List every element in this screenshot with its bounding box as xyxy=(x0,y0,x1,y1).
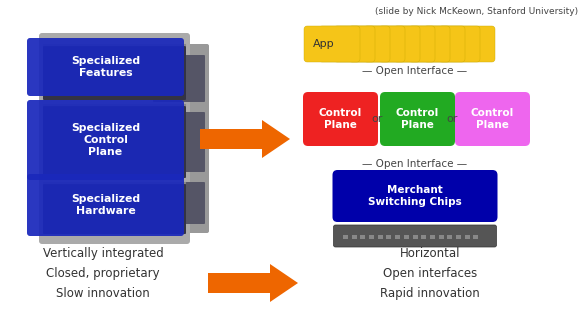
FancyBboxPatch shape xyxy=(364,26,420,62)
Text: or: or xyxy=(446,114,457,124)
FancyBboxPatch shape xyxy=(473,235,479,239)
FancyBboxPatch shape xyxy=(439,235,443,239)
FancyBboxPatch shape xyxy=(319,26,375,62)
FancyBboxPatch shape xyxy=(409,26,465,62)
Text: — Open Interface —: — Open Interface — xyxy=(363,159,467,169)
Text: — Open Interface —: — Open Interface — xyxy=(363,66,467,76)
FancyBboxPatch shape xyxy=(430,235,435,239)
FancyBboxPatch shape xyxy=(153,112,205,172)
FancyBboxPatch shape xyxy=(343,235,348,239)
FancyBboxPatch shape xyxy=(360,235,366,239)
FancyBboxPatch shape xyxy=(150,44,209,233)
FancyBboxPatch shape xyxy=(334,26,390,62)
FancyBboxPatch shape xyxy=(369,235,374,239)
FancyBboxPatch shape xyxy=(395,235,400,239)
FancyBboxPatch shape xyxy=(349,26,405,62)
FancyBboxPatch shape xyxy=(43,106,186,178)
FancyBboxPatch shape xyxy=(380,92,455,146)
FancyBboxPatch shape xyxy=(378,235,383,239)
FancyBboxPatch shape xyxy=(43,184,186,234)
FancyBboxPatch shape xyxy=(303,92,378,146)
FancyBboxPatch shape xyxy=(404,235,409,239)
Text: (slide by Nick McKeown, Stanford University): (slide by Nick McKeown, Stanford Univers… xyxy=(375,7,578,16)
FancyBboxPatch shape xyxy=(394,26,450,62)
FancyBboxPatch shape xyxy=(387,235,391,239)
FancyBboxPatch shape xyxy=(153,55,205,102)
FancyBboxPatch shape xyxy=(439,26,495,62)
FancyArrow shape xyxy=(200,120,290,158)
FancyBboxPatch shape xyxy=(352,235,357,239)
FancyBboxPatch shape xyxy=(412,235,418,239)
Text: or: or xyxy=(371,114,383,124)
FancyBboxPatch shape xyxy=(27,38,184,96)
FancyArrow shape xyxy=(208,264,298,302)
FancyBboxPatch shape xyxy=(424,26,480,62)
FancyBboxPatch shape xyxy=(456,235,461,239)
FancyBboxPatch shape xyxy=(27,100,184,180)
Text: Merchant
Switching Chips: Merchant Switching Chips xyxy=(368,185,462,207)
FancyBboxPatch shape xyxy=(448,235,452,239)
Text: Horizontal
Open interfaces
Rapid innovation: Horizontal Open interfaces Rapid innovat… xyxy=(380,247,480,300)
FancyBboxPatch shape xyxy=(455,92,530,146)
FancyBboxPatch shape xyxy=(153,182,205,224)
FancyBboxPatch shape xyxy=(39,33,190,244)
FancyBboxPatch shape xyxy=(333,225,497,247)
Text: Vertically integrated
Closed, proprietary
Slow innovation: Vertically integrated Closed, proprietar… xyxy=(43,247,163,300)
FancyBboxPatch shape xyxy=(464,235,470,239)
Text: Control
Plane: Control Plane xyxy=(319,108,362,130)
FancyBboxPatch shape xyxy=(304,26,360,62)
Text: Specialized
Features: Specialized Features xyxy=(71,56,140,78)
Text: Control
Plane: Control Plane xyxy=(396,108,439,130)
FancyBboxPatch shape xyxy=(43,46,186,100)
Text: Control
Plane: Control Plane xyxy=(471,108,514,130)
FancyBboxPatch shape xyxy=(379,26,435,62)
FancyBboxPatch shape xyxy=(421,235,426,239)
FancyBboxPatch shape xyxy=(27,174,184,236)
Text: Specialized
Control
Plane: Specialized Control Plane xyxy=(71,123,140,157)
Text: Specialized
Hardware: Specialized Hardware xyxy=(71,194,140,216)
FancyBboxPatch shape xyxy=(332,170,497,222)
Text: App: App xyxy=(313,39,335,49)
